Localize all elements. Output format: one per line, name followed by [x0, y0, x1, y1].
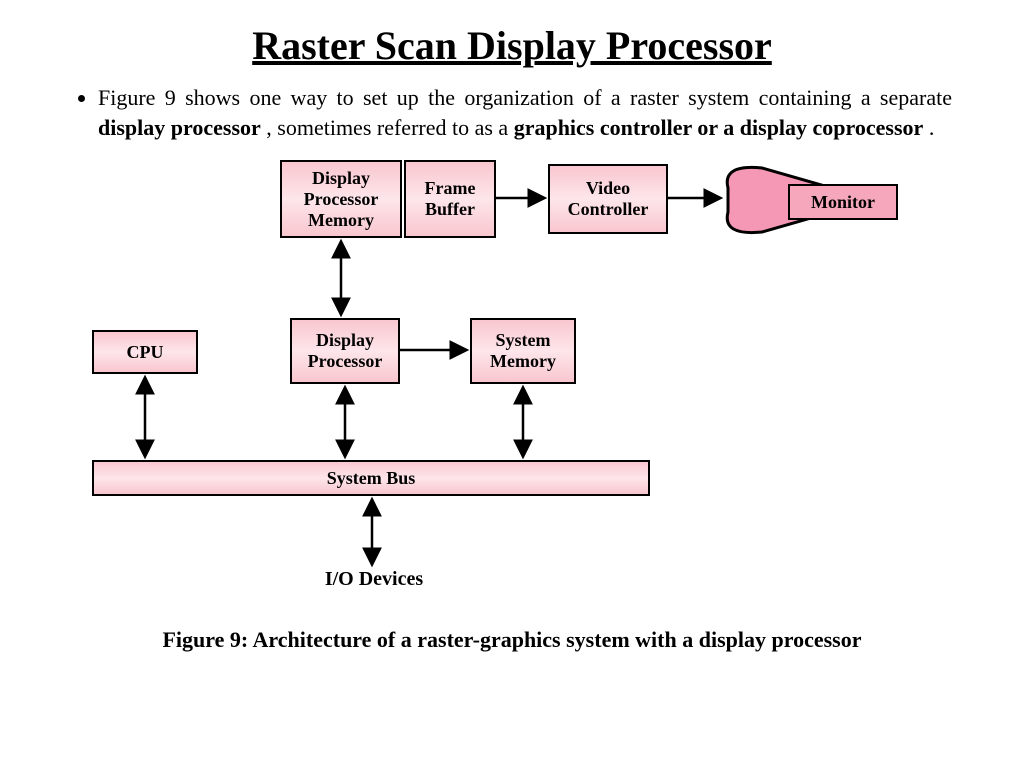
- bullet-bold-2: graphics controller or a display coproce…: [514, 115, 924, 140]
- bullet-text-1: Figure 9 shows one way to set up the org…: [98, 85, 952, 110]
- node-label: VideoController: [568, 178, 649, 220]
- bullet-text-2: , sometimes referred to as a: [266, 115, 513, 140]
- node-label: FrameBuffer: [425, 178, 476, 220]
- node-display-processor-memory: DisplayProcessorMemory: [280, 160, 402, 238]
- body-paragraph: Figure 9 shows one way to set up the org…: [72, 83, 952, 142]
- architecture-diagram: DisplayProcessorMemory FrameBuffer Video…: [72, 160, 952, 620]
- bullet-bold-1: display processor: [98, 115, 261, 140]
- node-label: CPU: [127, 342, 164, 363]
- node-label: SystemMemory: [490, 330, 556, 372]
- node-frame-buffer: FrameBuffer: [404, 160, 496, 238]
- bullet-text-3: .: [929, 115, 935, 140]
- node-monitor: Monitor: [788, 184, 898, 220]
- node-video-controller: VideoController: [548, 164, 668, 234]
- node-label: DisplayProcessor: [308, 330, 383, 372]
- node-system-memory: SystemMemory: [470, 318, 576, 384]
- node-system-bus: System Bus: [92, 460, 650, 496]
- node-label: DisplayProcessorMemory: [304, 168, 379, 232]
- node-display-processor: DisplayProcessor: [290, 318, 400, 384]
- node-label: Monitor: [811, 192, 875, 213]
- page-title: Raster Scan Display Processor: [0, 22, 1024, 69]
- node-label: System Bus: [327, 468, 416, 489]
- node-cpu: CPU: [92, 330, 198, 374]
- io-devices-label: I/O Devices: [304, 568, 444, 591]
- figure-caption: Figure 9: Architecture of a raster-graph…: [90, 626, 934, 655]
